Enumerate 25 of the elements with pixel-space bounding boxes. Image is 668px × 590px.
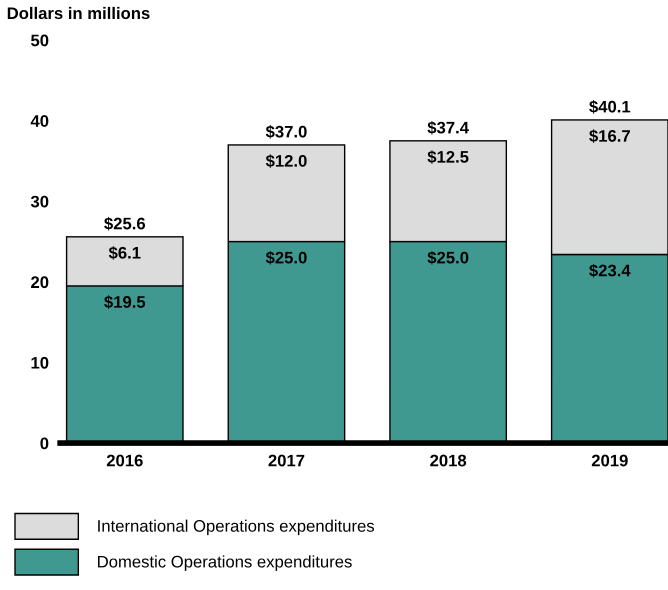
legend-label: Domestic Operations expenditures xyxy=(98,555,352,571)
y-tick-label: 50 xyxy=(30,34,48,46)
y-tick-label: 40 xyxy=(30,115,48,127)
legend-label: International Operations expenditures xyxy=(98,520,374,536)
x-tick-label: 2016 xyxy=(106,454,143,466)
y-tick-label: 20 xyxy=(31,276,48,288)
x-tick-label: 2017 xyxy=(268,454,304,466)
total-label: $40.1 xyxy=(589,100,630,114)
data-label: $16.7 xyxy=(589,129,630,143)
data-label: $19.5 xyxy=(104,295,146,309)
data-label: $25.0 xyxy=(266,250,307,265)
total-label: $37.0 xyxy=(266,125,307,139)
y-tick-label: 30 xyxy=(30,196,48,208)
data-label: $12.5 xyxy=(427,150,469,164)
total-label: $37.4 xyxy=(427,121,469,135)
y-tick-label: 10 xyxy=(32,356,48,369)
data-label: $6.1 xyxy=(108,246,141,260)
x-tick-label: 2018 xyxy=(430,454,466,466)
data-label: $25.0 xyxy=(427,250,468,265)
data-label: $23.4 xyxy=(589,264,631,278)
total-label: $25.6 xyxy=(104,216,146,231)
y-tick-label: 0 xyxy=(40,437,48,450)
x-tick-label: 2019 xyxy=(592,454,628,466)
y-axis-title: Dollars in millions xyxy=(8,6,150,20)
data-label: $12.0 xyxy=(266,154,307,168)
